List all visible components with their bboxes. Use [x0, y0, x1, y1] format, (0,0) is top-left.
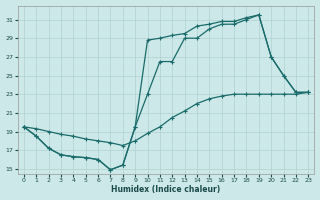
X-axis label: Humidex (Indice chaleur): Humidex (Indice chaleur) — [111, 185, 221, 194]
